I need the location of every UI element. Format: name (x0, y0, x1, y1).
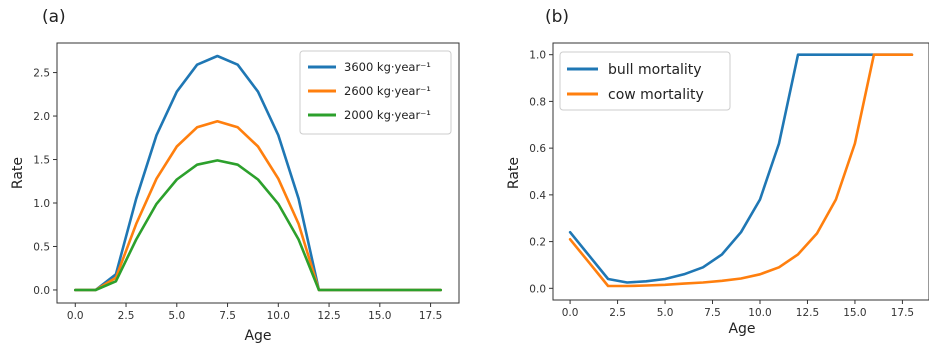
panel-a: (a) 0.0 2.5 5.0 7.5 10.0 12.5 15.0 17.5 0.0 0.5 1.… (10, 7, 460, 344)
legend-a-label-0: 3600 kg·year⁻¹ (344, 60, 431, 74)
plot-a-xtick-label: 10.0 (267, 310, 290, 322)
legend-a: 3600 kg·year⁻¹ 2600 kg·year⁻¹ 2000 kg·ye… (299, 50, 452, 135)
plot-a-xlabel: Age (244, 328, 271, 344)
plot-a-area: 0.0 2.5 5.0 7.5 10.0 12.5 15.0 17.5 0.0 0.5 1.0 1.5… (33, 54, 443, 322)
plot-a-frame (56, 42, 460, 304)
plot-b-xtick-label: 10.0 (748, 307, 771, 319)
plot-b-ytick-label: 0.4 (529, 190, 546, 202)
plot-b-series-line-1 (568, 53, 914, 288)
plot-b-frame (552, 42, 929, 301)
legend-b-label-0: bull mortality (608, 62, 702, 78)
legend-b-box (559, 51, 731, 111)
plot-a-xtick-label: 12.5 (317, 310, 340, 322)
plot-b-ytick-label: 0.8 (529, 96, 546, 108)
plot-b-xtick-label: 15.0 (843, 307, 866, 319)
plot-a-ytick-label: 1.0 (33, 198, 50, 210)
plot-a-ytick-label: 1.5 (33, 155, 50, 167)
plot-b-ytick-label: 0.2 (529, 237, 546, 249)
plot-a-xtick-label: 2.5 (118, 310, 135, 322)
plot-b-ytick-label: 1.0 (529, 50, 546, 62)
plot-a-ytick-label: 0.0 (33, 285, 50, 297)
plot-a-xtick-label: 7.5 (219, 310, 236, 322)
plot-a-xtick-label: 15.0 (368, 310, 391, 322)
plot-b-ytick-label: 0.6 (529, 143, 546, 155)
plot-a-series-line-1 (74, 120, 443, 292)
legend-b: bull mortality cow mortality (559, 51, 731, 111)
panel-b-tag: (b) (545, 7, 569, 27)
plot-a-ytick-label: 2.5 (33, 68, 50, 80)
plot-a-series-line-2 (74, 159, 443, 292)
legend-a-label-2: 2000 kg·year⁻¹ (344, 108, 431, 122)
plot-b-xtick-label: 7.5 (704, 307, 721, 319)
plot-b-area: 0.0 2.5 5.0 7.5 10.0 12.5 15.0 17.5 0.0 0.2 0.4 0.6… (529, 50, 914, 319)
plot-b-xtick-label: 0.0 (562, 307, 579, 319)
plot-a-xtick-label: 5.0 (168, 310, 185, 322)
plot-b-xtick-label: 17.5 (891, 307, 914, 319)
plot-a-ylabel: Rate (10, 157, 26, 189)
plot-a-xtick-label: 17.5 (419, 310, 442, 322)
panel-a-tag: (a) (42, 7, 66, 27)
plot-b-xlabel: Age (728, 321, 755, 337)
legend-a-box (299, 50, 452, 135)
panel-b: (b) 0.0 2.5 5.0 7.5 10.0 12.5 15.0 17.50.00.20.… (506, 7, 929, 337)
plot-a-ytick-label: 2.0 (33, 111, 50, 123)
plot-b-ylabel: Rate (506, 157, 522, 189)
plot-b-xtick-label: 12.5 (796, 307, 819, 319)
plot-b-xtick-label: 5.0 (657, 307, 674, 319)
plot-b-series-line-0 (568, 53, 914, 284)
plot-a-ytick-label: 0.5 (33, 241, 50, 253)
plot-a-xtick-label: 0.0 (67, 310, 84, 322)
plot-b-xtick-label: 2.5 (609, 307, 626, 319)
plot-b-ytick-label: 0.0 (529, 283, 546, 295)
legend-a-label-1: 2600 kg·year⁻¹ (344, 84, 431, 98)
legend-b-label-1: cow mortality (608, 87, 704, 103)
